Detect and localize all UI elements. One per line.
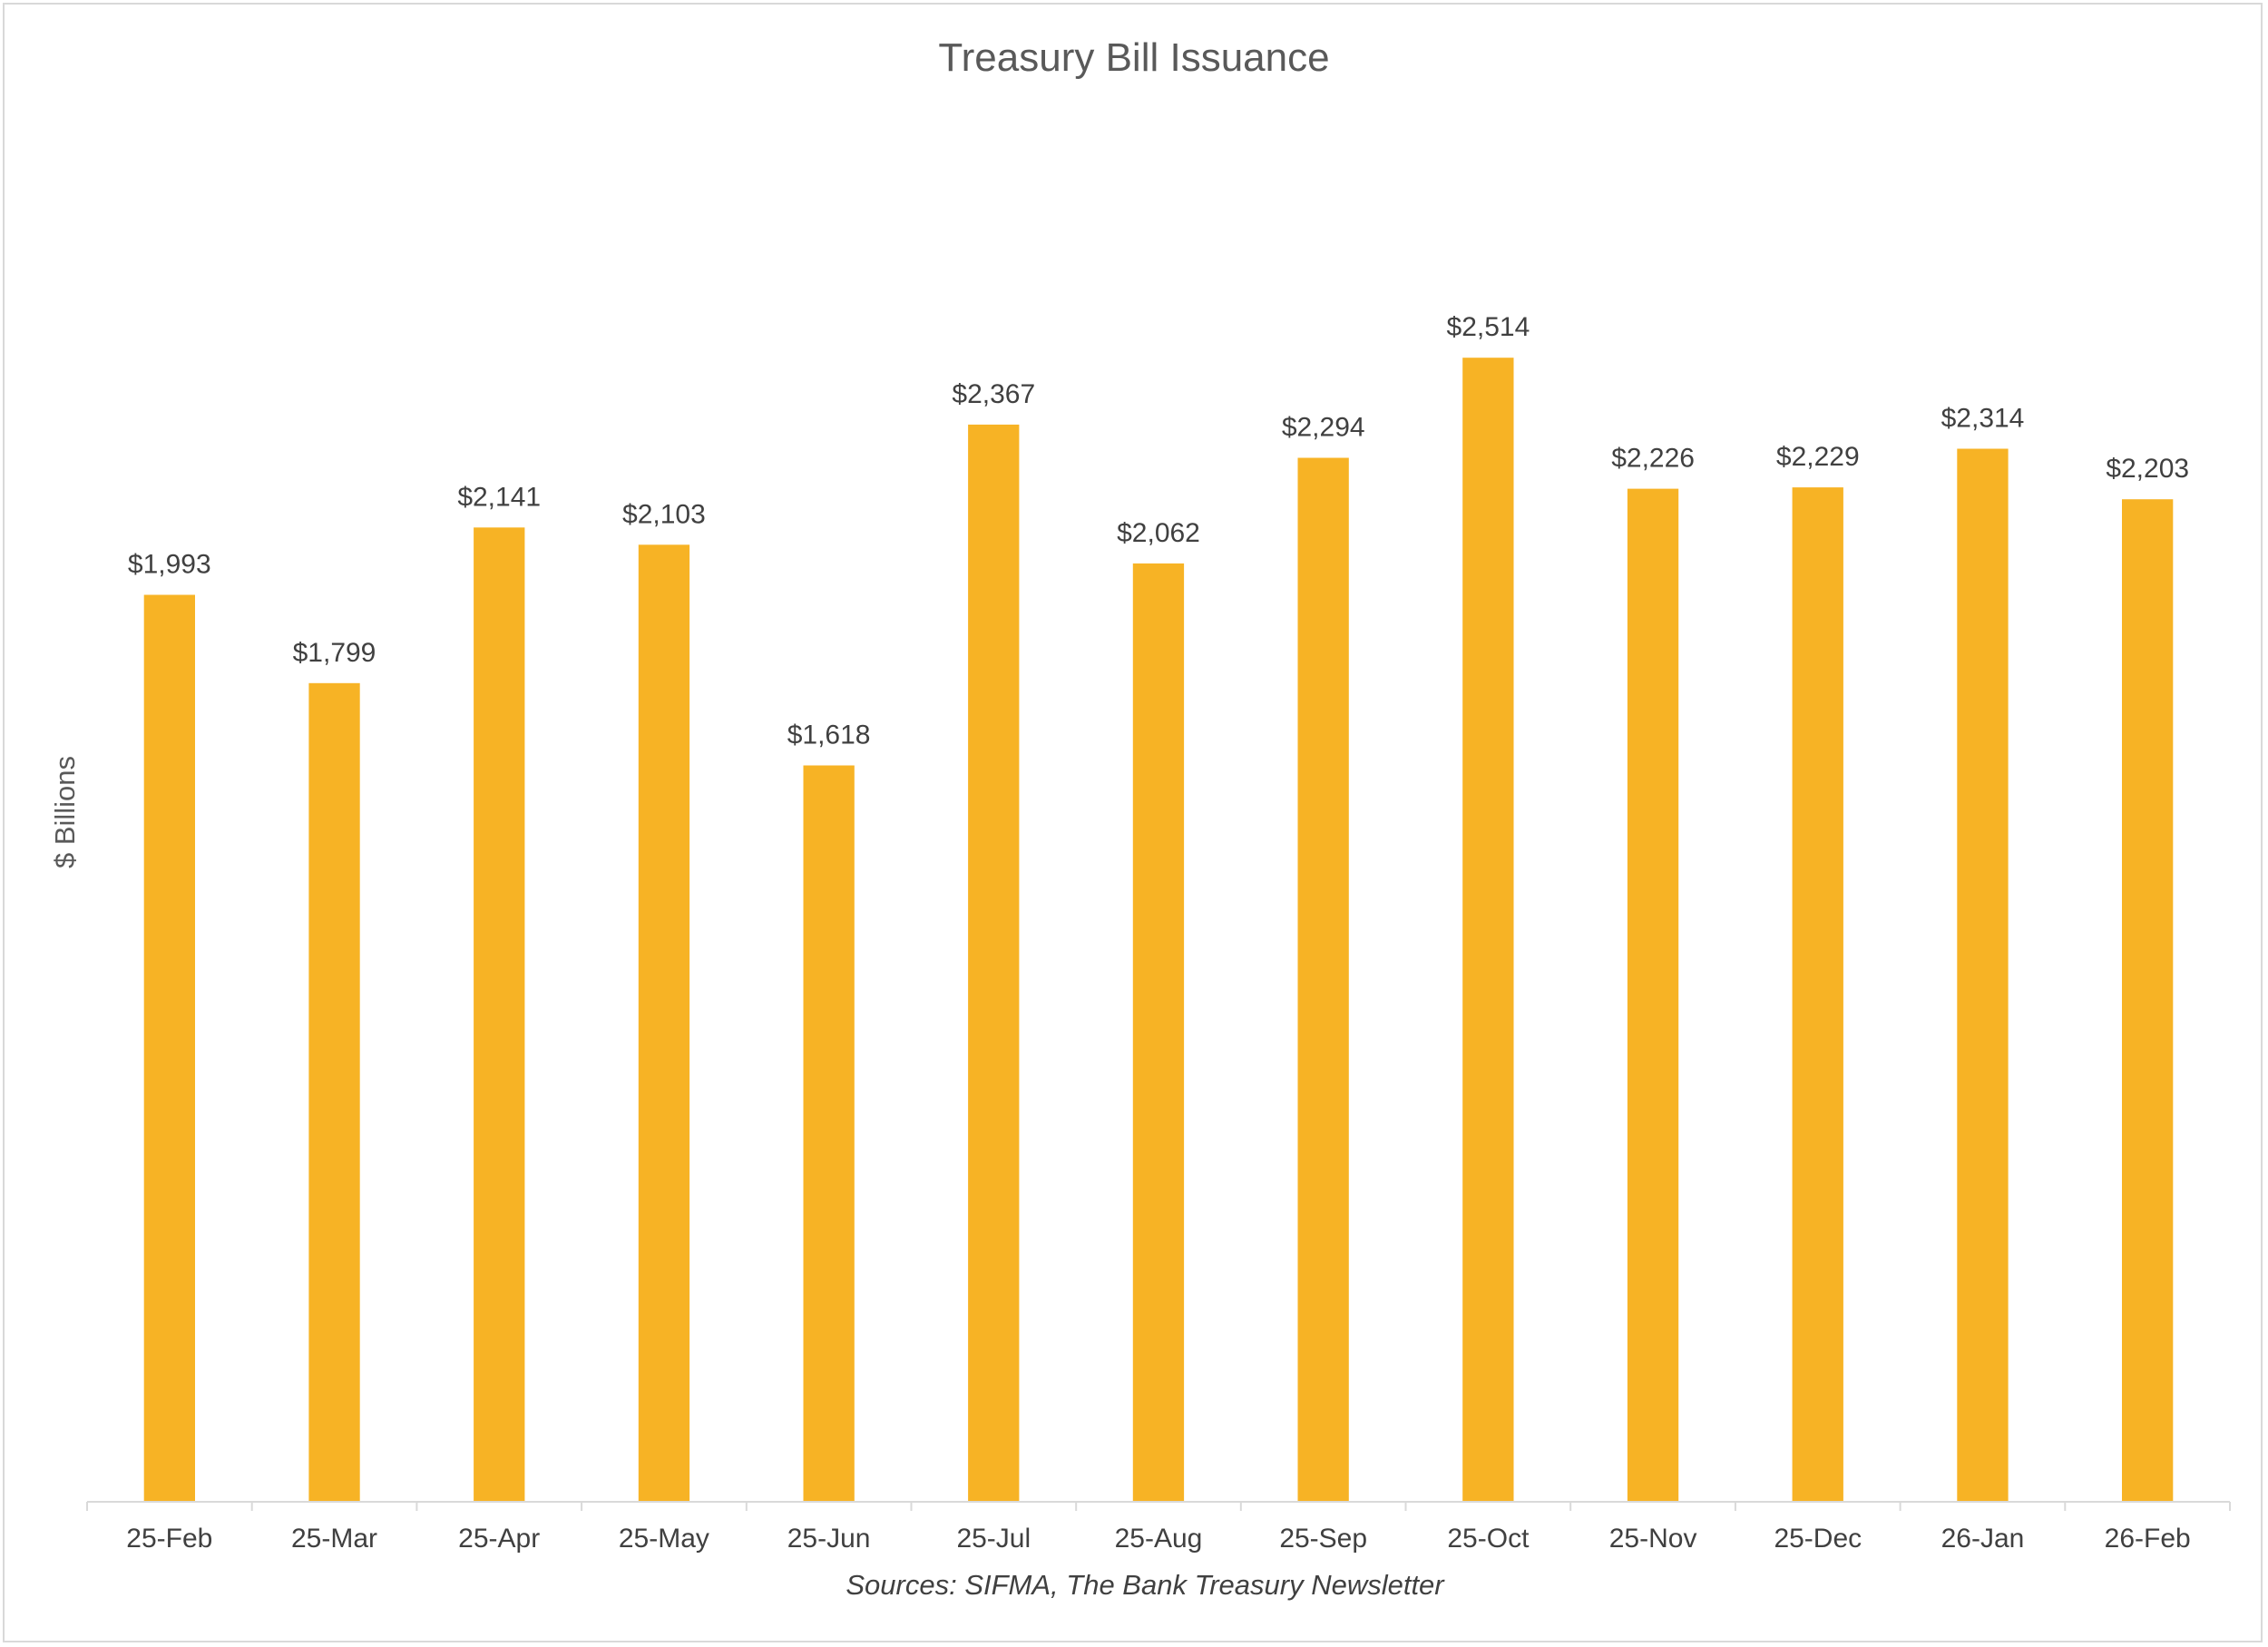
data-label-25-Jul: $2,367 <box>952 379 1035 409</box>
data-label-26-Feb: $2,203 <box>2106 454 2189 484</box>
bar-25-Apr <box>474 527 525 1502</box>
data-label-25-Sep: $2,294 <box>1282 413 1365 443</box>
chart-frame <box>3 3 2263 1642</box>
bar-26-Jan <box>1957 448 2009 1502</box>
bar-25-Aug <box>1132 563 1185 1502</box>
bar-25-Jun <box>803 765 855 1502</box>
chart-title: Treasury Bill Issuance <box>938 35 1329 80</box>
y-axis-label: $ Billions <box>49 756 81 868</box>
bar-25-Nov <box>1627 488 1679 1502</box>
bar-26-Feb <box>2122 499 2174 1503</box>
x-tick-label-26-Feb: 26-Feb <box>2105 1524 2191 1554</box>
bar-25-Feb <box>143 594 195 1502</box>
x-tick-label-25-Oct: 25-Oct <box>1447 1524 1530 1554</box>
data-label-25-Mar: $1,799 <box>293 638 376 668</box>
x-tick-label-25-Mar: 25-Mar <box>291 1524 377 1554</box>
x-tick-label-25-Feb: 25-Feb <box>126 1524 212 1554</box>
x-tick-label-25-Jun: 25-Jun <box>787 1524 871 1554</box>
x-tick-label-25-Nov: 25-Nov <box>1609 1524 1697 1554</box>
x-tick-label-26-Jan: 26-Jan <box>1941 1524 2025 1554</box>
bar-25-Jul <box>968 424 1020 1502</box>
x-tick-label-25-Apr: 25-Apr <box>458 1524 540 1554</box>
bar-25-Oct <box>1462 358 1514 1503</box>
data-label-25-Aug: $2,062 <box>1117 518 1200 548</box>
bar-25-Mar <box>308 682 360 1502</box>
bar-25-May <box>638 544 690 1502</box>
x-tick-label-25-Sep: 25-Sep <box>1279 1524 1367 1554</box>
bars-group <box>143 358 2174 1503</box>
x-tick-labels-group: 25-Feb 25-Mar 25-Apr 25-May 25-Jun 25-Jul 25-A… <box>126 1524 2190 1554</box>
x-tick-label-25-May: 25-May <box>619 1524 709 1554</box>
x-tick-label-25-Dec: 25-Dec <box>1774 1524 1862 1554</box>
x-axis <box>86 1501 2231 1511</box>
data-label-25-Apr: $2,141 <box>457 482 541 512</box>
data-label-25-Nov: $2,226 <box>1611 444 1695 474</box>
data-label-26-Jan: $2,314 <box>1941 404 2025 434</box>
bar-25-Dec <box>1792 487 1843 1502</box>
data-label-25-Oct: $2,514 <box>1447 312 1530 342</box>
data-label-25-Jun: $1,618 <box>787 721 871 750</box>
data-labels-group: $1,993 $1,799 $2,141 $2,103 $1,618 $2,367 $2,0… <box>128 312 2189 750</box>
data-label-25-May: $2,103 <box>622 499 706 529</box>
x-tick-label-25-Jul: 25-Jul <box>956 1524 1031 1554</box>
data-label-25-Feb: $1,993 <box>128 550 211 580</box>
x-tick-label-25-Aug: 25-Aug <box>1115 1524 1203 1554</box>
data-label-25-Dec: $2,229 <box>1776 442 1860 472</box>
bar-25-Sep <box>1297 457 1349 1502</box>
source-note: Sources: SIFMA, The Bank Treasury Newsle… <box>846 1569 1445 1601</box>
